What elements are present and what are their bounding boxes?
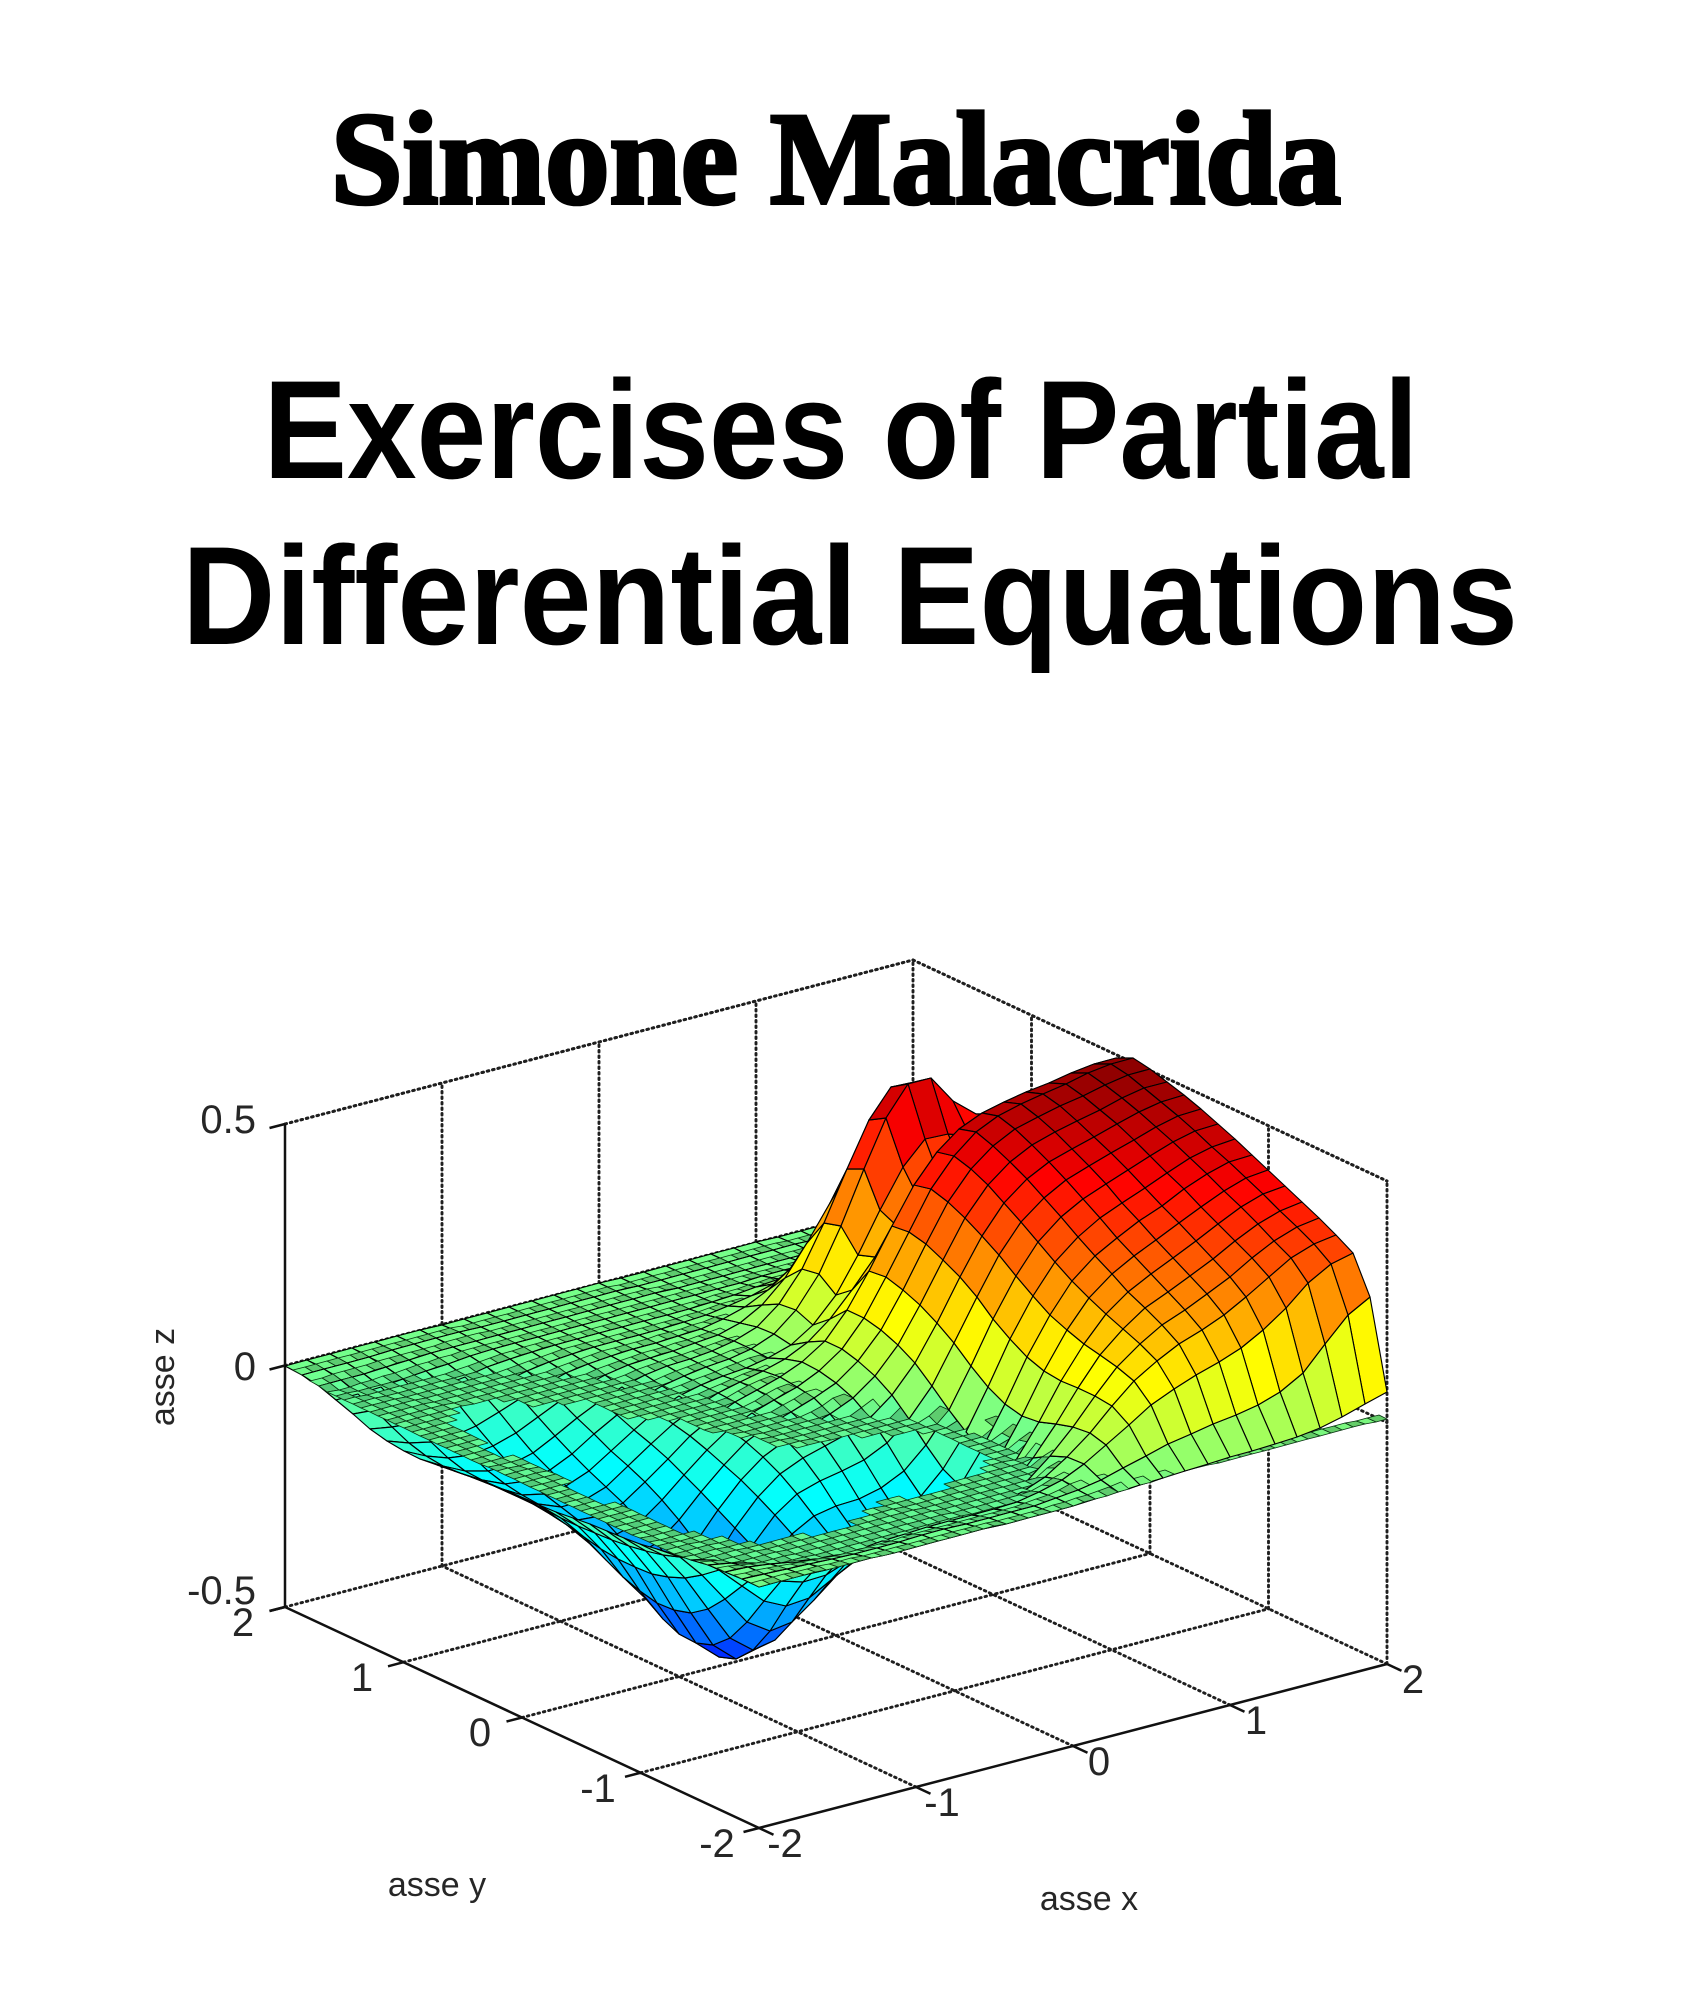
svg-text:Differential Equations: Differential Equations [182,517,1518,674]
svg-text:1: 1 [351,1656,373,1700]
svg-text:-2: -2 [699,1822,735,1866]
svg-text:Simone Malacrida: Simone Malacrida [331,85,1341,232]
svg-text:2: 2 [232,1601,254,1645]
svg-text:0.5: 0.5 [200,1098,256,1142]
svg-text:2: 2 [1402,1658,1424,1702]
svg-text:-1: -1 [924,1781,960,1825]
svg-text:Exercises of Partial: Exercises of Partial [264,351,1419,508]
svg-text:0: 0 [234,1345,256,1389]
svg-text:1: 1 [1245,1699,1267,1743]
svg-text:asse y: asse y [388,1866,486,1904]
svg-text:0: 0 [1088,1740,1110,1784]
svg-text:-0.5: -0.5 [187,1569,256,1613]
svg-text:0: 0 [469,1711,491,1755]
svg-text:asse z: asse z [144,1328,182,1426]
svg-text:-1: -1 [580,1767,616,1811]
svg-text:-2: -2 [767,1822,803,1866]
svg-text:asse x: asse x [1040,1880,1138,1918]
